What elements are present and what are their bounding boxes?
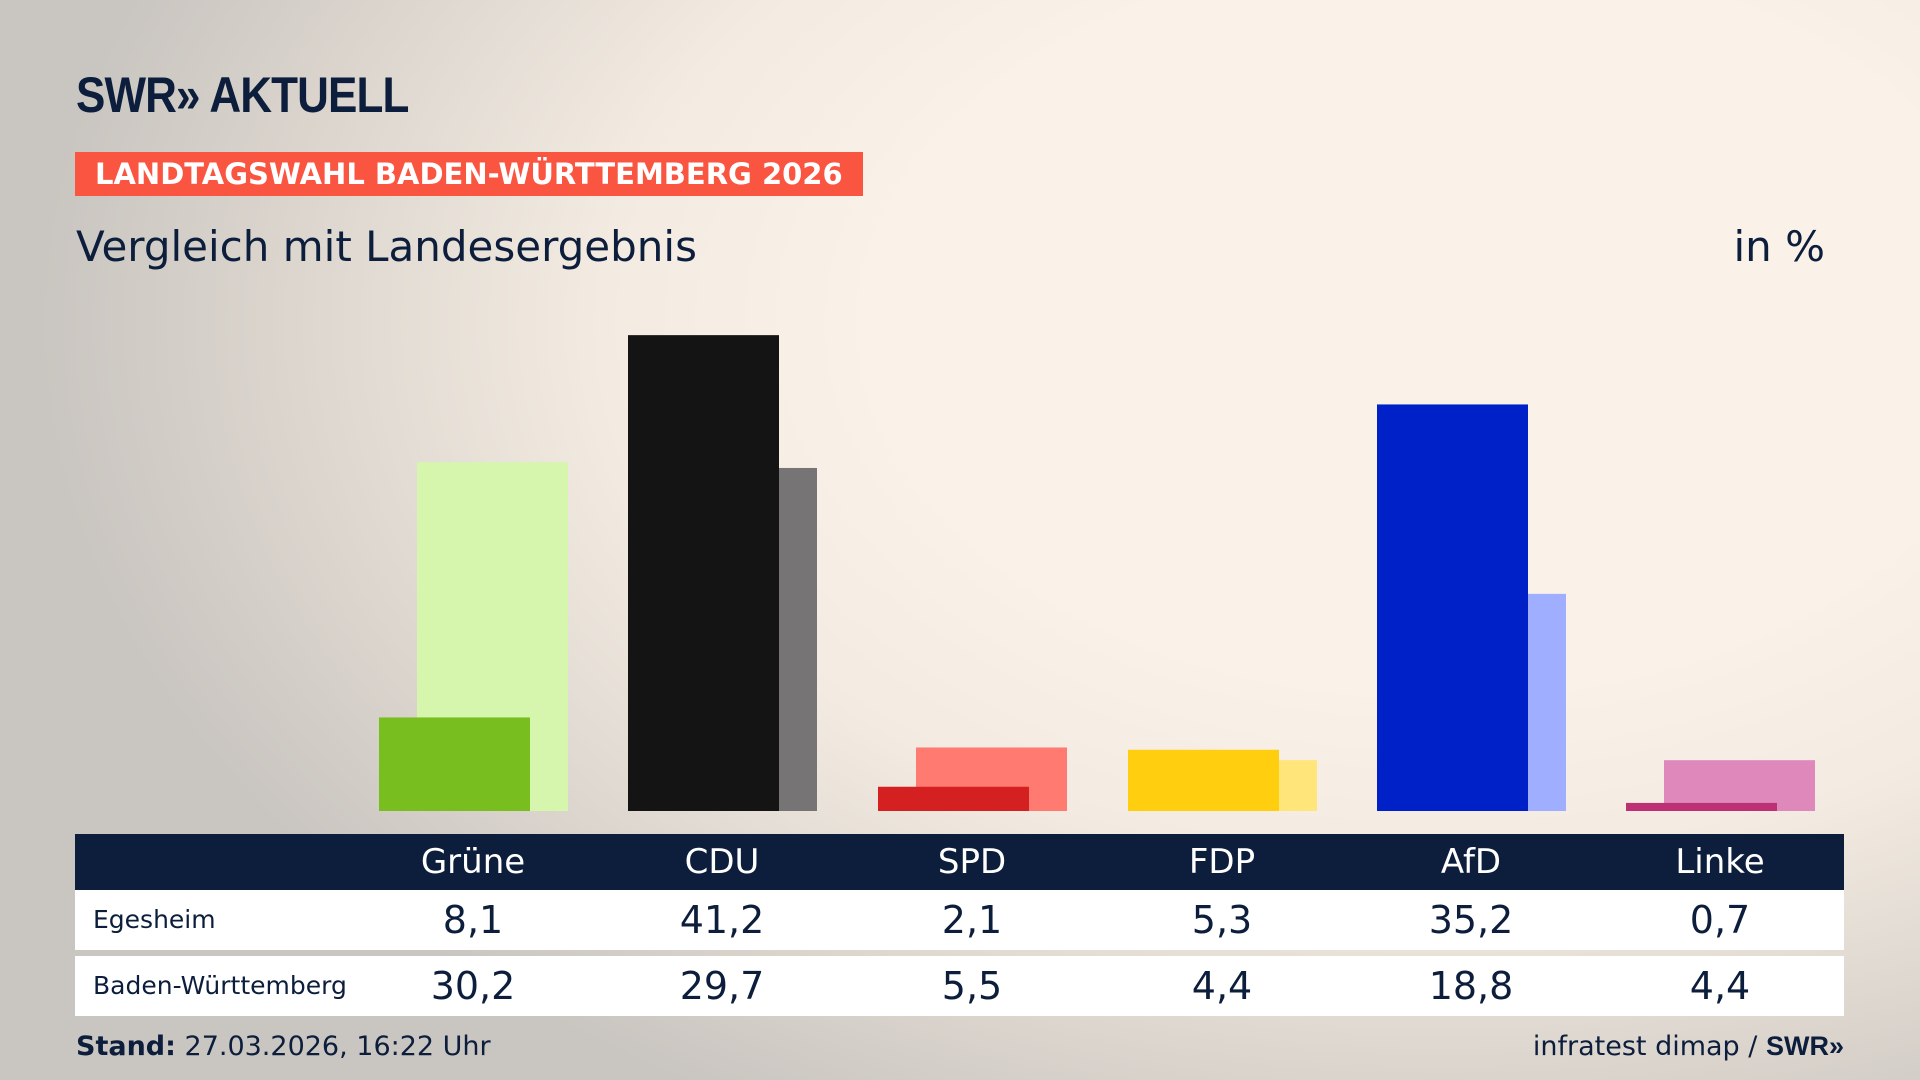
bar-local-afd [1377,404,1528,811]
table-cell: 41,2 [679,898,765,942]
bar-local-linke [1626,802,1777,811]
table-cell: 2,1 [941,898,1003,942]
table-cell: 5,3 [1191,898,1253,942]
row-label: Egesheim [93,905,216,934]
bar-state-linke [1664,760,1815,811]
timestamp: Stand: 27.03.2026, 16:22 Uhr [76,1031,491,1062]
table-cell: 29,7 [679,964,765,1008]
stand-label: Stand: [76,1031,176,1062]
bar-chart [379,335,1815,811]
unit-label: in % [1733,222,1825,271]
table-header: Grüne CDU SPD FDP AfD Linke [75,834,1844,890]
table-cell: 5,5 [941,964,1003,1008]
table-cell: 4,4 [1689,964,1751,1008]
table-row: Baden-Württemberg 30,2 29,7 5,5 4,4 18,8 4,4 [75,956,1844,1016]
source: infratest dimap / SWR» [1533,1031,1844,1062]
table-cell: 30,2 [430,964,516,1008]
column-header: SPD [937,842,1007,882]
bar-local-grüne [379,717,530,811]
bar-local-cdu [628,335,779,811]
swr-logo: SWR» [1765,1031,1844,1061]
election-banner: LANDTAGSWAHL BADEN-WÜRTTEMBERG 2026 [75,152,863,196]
bar-local-fdp [1128,749,1279,811]
row-label: Baden-Württemberg [93,971,347,1000]
table-cell: 4,4 [1191,964,1253,1008]
source-text: infratest dimap / [1532,1031,1758,1062]
column-header: CDU [684,842,760,882]
swr-aktuell-logo: SWR» AKTUELL [76,67,409,123]
bar-local-spd [878,786,1029,811]
table-cell: 0,7 [1689,898,1751,942]
results-table: Grüne CDU SPD FDP AfD Linke Egesheim 8,1 41,2 2… [75,834,1844,1016]
column-header: FDP [1188,842,1256,882]
column-header: Grüne [420,842,526,882]
column-header: Linke [1675,842,1765,882]
table-cell: 35,2 [1428,898,1514,942]
chart-subtitle: Vergleich mit Landesergebnis [76,222,697,271]
table-cell: 18,8 [1428,964,1514,1008]
stand-value: 27.03.2026, 16:22 Uhr [184,1031,491,1062]
table-cell: 8,1 [442,898,504,942]
column-header: AfD [1440,842,1502,882]
table-row: Egesheim 8,1 41,2 2,1 5,3 35,2 0,7 [75,890,1844,950]
